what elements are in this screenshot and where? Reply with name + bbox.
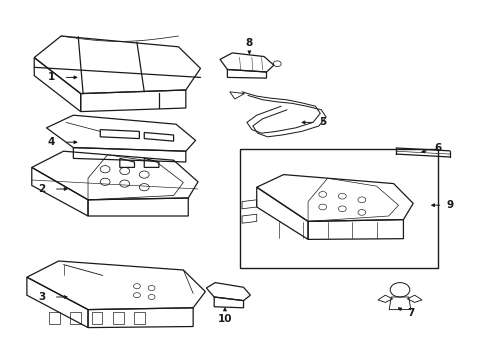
Text: 7: 7 bbox=[406, 308, 414, 318]
Text: 4: 4 bbox=[47, 137, 55, 147]
Text: 2: 2 bbox=[38, 184, 45, 194]
Text: 3: 3 bbox=[38, 292, 45, 302]
Text: 8: 8 bbox=[245, 38, 252, 48]
Text: 10: 10 bbox=[217, 314, 232, 324]
Bar bbox=[239, 149, 437, 268]
Text: 5: 5 bbox=[319, 117, 325, 127]
Text: 9: 9 bbox=[446, 200, 452, 210]
Text: 6: 6 bbox=[433, 143, 440, 153]
Text: 1: 1 bbox=[48, 72, 55, 82]
